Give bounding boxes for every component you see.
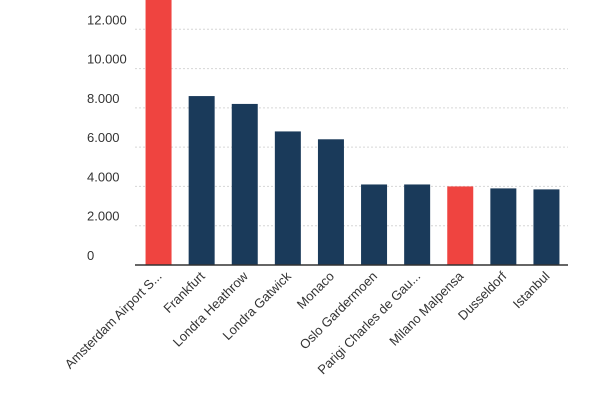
bar (188, 96, 215, 265)
x-tick-label: Amsterdam Airport S... (62, 269, 165, 372)
y-tick-label: 8.000 (87, 91, 120, 106)
bar (533, 189, 560, 265)
x-tick-label: Londra Heathrow (170, 268, 252, 350)
x-tick-label: Oslo Gardermoen (297, 269, 381, 353)
bar (231, 103, 258, 265)
y-tick-label: 12.000 (87, 12, 127, 27)
x-tick-label: Monaco (294, 269, 337, 312)
x-tick-label: Istanbul (510, 268, 553, 311)
bar (145, 0, 172, 265)
bar (490, 188, 517, 265)
bars (145, 0, 560, 265)
bar (361, 184, 388, 265)
bar (404, 184, 431, 265)
y-tick-label: 2.000 (87, 209, 120, 224)
y-tick-label: 6.000 (87, 130, 120, 145)
bar (317, 139, 344, 265)
y-tick-label: 4.000 (87, 169, 120, 184)
bar (274, 131, 301, 265)
x-tick-label: Milano Malpensa (386, 268, 467, 349)
y-tick-label: 0 (87, 248, 94, 263)
bar (447, 186, 474, 265)
y-tick-label: 10.000 (87, 52, 127, 67)
